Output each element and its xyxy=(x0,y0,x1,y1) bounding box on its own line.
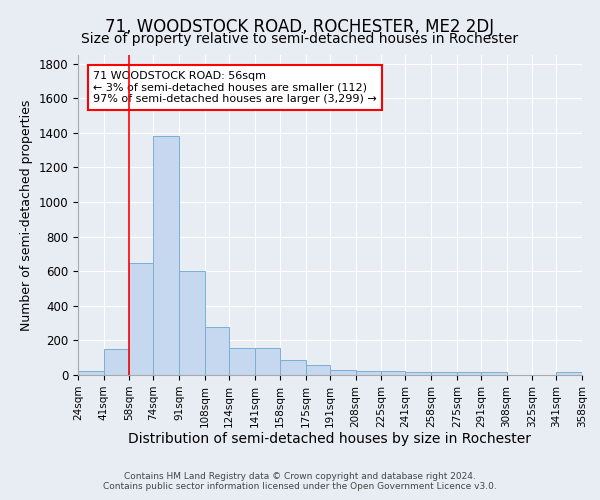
Bar xyxy=(205,328,229,375)
Bar xyxy=(229,348,254,375)
X-axis label: Distribution of semi-detached houses by size in Rochester: Distribution of semi-detached houses by … xyxy=(128,432,532,446)
Bar xyxy=(306,366,330,375)
Bar xyxy=(382,370,406,375)
Bar xyxy=(356,370,382,375)
Bar xyxy=(78,370,104,375)
Text: 71 WOODSTOCK ROAD: 56sqm
← 3% of semi-detached houses are smaller (112)
97% of s: 71 WOODSTOCK ROAD: 56sqm ← 3% of semi-de… xyxy=(93,71,377,104)
Y-axis label: Number of semi-detached properties: Number of semi-detached properties xyxy=(20,100,33,330)
Text: Contains HM Land Registry data © Crown copyright and database right 2024.
Contai: Contains HM Land Registry data © Crown c… xyxy=(103,472,497,491)
Bar xyxy=(406,372,431,375)
Bar xyxy=(280,360,306,375)
Bar xyxy=(431,372,457,375)
Bar xyxy=(254,348,280,375)
Text: 71, WOODSTOCK ROAD, ROCHESTER, ME2 2DJ: 71, WOODSTOCK ROAD, ROCHESTER, ME2 2DJ xyxy=(106,18,494,36)
Bar xyxy=(179,271,205,375)
Text: Size of property relative to semi-detached houses in Rochester: Size of property relative to semi-detach… xyxy=(82,32,518,46)
Bar xyxy=(130,262,154,375)
Bar xyxy=(481,372,506,375)
Bar xyxy=(556,372,582,375)
Bar xyxy=(154,136,179,375)
Bar xyxy=(104,349,130,375)
Bar xyxy=(330,370,356,375)
Bar xyxy=(457,372,481,375)
